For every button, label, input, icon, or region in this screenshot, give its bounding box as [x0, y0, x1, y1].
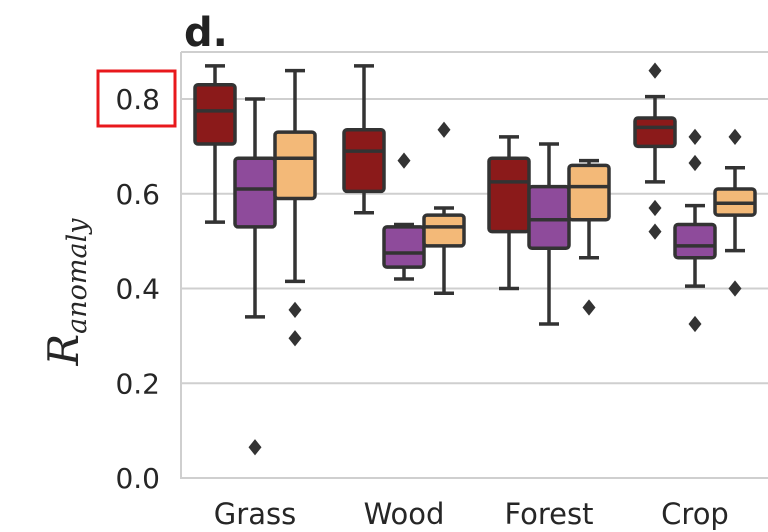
y-tick-label-3: 0.6 — [115, 178, 160, 211]
box-iqr — [382, 225, 426, 269]
box-iqr — [342, 128, 386, 194]
box-iqr — [527, 184, 571, 250]
box-crop-0 — [633, 62, 677, 240]
y-axis-label-subscript: anomaly — [62, 218, 93, 334]
outlier-point-0 — [288, 301, 302, 318]
outlier-point-0 — [688, 128, 702, 146]
box-forest-0 — [487, 135, 531, 291]
x-category-forest: Forest — [505, 497, 594, 531]
outlier-point-0 — [728, 128, 742, 146]
box-iqr — [273, 130, 317, 201]
outlier-point-0 — [397, 152, 411, 169]
box-grass-0 — [193, 64, 237, 224]
x-category-crop: Crop — [661, 497, 729, 531]
y-tick-labels: 0.0 0.2 0.4 0.6 0.8 — [115, 83, 160, 495]
y-tick-label-4: 0.8 — [115, 83, 160, 116]
outlier-point-1 — [688, 154, 702, 172]
y-tick-label-0: 0.0 — [115, 462, 160, 495]
panel-label: d. — [184, 10, 228, 56]
box-iqr — [673, 222, 717, 260]
box-forest-2 — [567, 158, 611, 316]
box-iqr — [567, 163, 611, 222]
box-iqr — [193, 83, 237, 146]
box-crop-2 — [713, 128, 757, 297]
box-iqr — [422, 213, 466, 248]
x-category-grass: Grass — [214, 497, 296, 531]
box-forest-1 — [527, 142, 571, 326]
x-category-labels: Grass Wood Forest Crop — [214, 497, 729, 531]
box-wood-2 — [422, 121, 466, 295]
outlier-point-0 — [248, 439, 262, 456]
x-category-wood: Wood — [364, 497, 445, 531]
outlier-point-1 — [728, 280, 742, 297]
y-tick-label-1: 0.2 — [115, 367, 160, 400]
outlier-point-0 — [648, 62, 662, 79]
box-wood-1 — [382, 152, 426, 281]
y-axis-label: Ranomaly — [39, 218, 93, 367]
outlier-point-1 — [648, 199, 662, 217]
box-grass-1 — [233, 97, 277, 456]
box-iqr — [633, 116, 677, 149]
box-grass-2 — [273, 68, 317, 347]
outlier-point-2 — [648, 223, 662, 240]
outlier-point-0 — [582, 299, 596, 316]
outlier-point-1 — [288, 330, 302, 347]
grid-lines — [181, 51, 768, 479]
box-iqr — [233, 156, 277, 229]
box-wood-0 — [342, 64, 386, 215]
y-axis-label-main: R — [39, 334, 88, 367]
box-iqr — [487, 156, 531, 234]
box-crop-1 — [673, 128, 717, 333]
highlight-box — [96, 69, 177, 128]
boxes — [193, 62, 757, 456]
outlier-point-0 — [437, 121, 451, 138]
y-tick-label-2: 0.4 — [115, 273, 160, 306]
outlier-point-2 — [688, 315, 702, 333]
